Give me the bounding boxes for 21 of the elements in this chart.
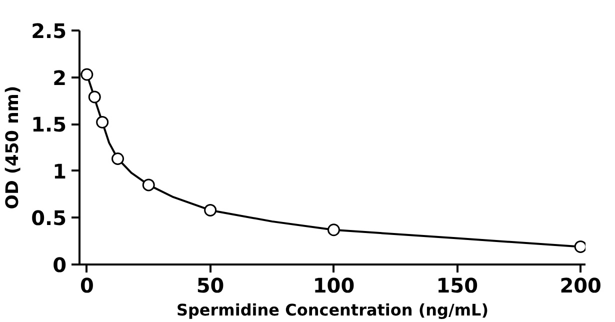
- x-axis-title: Spermidine Concentration (ng/mL): [176, 300, 489, 320]
- point: [88, 90, 101, 104]
- x-tick-label: 150: [436, 274, 478, 298]
- y-tick-label: 0.5: [31, 206, 67, 230]
- point: [80, 68, 94, 81]
- y-tick-label: 2: [52, 66, 67, 90]
- x-tick-label: 200: [560, 274, 602, 298]
- point: [327, 224, 340, 236]
- point: [112, 152, 124, 165]
- point: [204, 204, 217, 216]
- x-tick-label: 0: [80, 274, 94, 298]
- y-tick-label: 1: [52, 159, 67, 184]
- y-tick-label: 2.5: [31, 19, 67, 43]
- y-tick-label: 1.5: [31, 112, 67, 137]
- y-axis-title: OD (450 nm): [3, 86, 24, 210]
- y-tick-label: 0: [52, 253, 67, 277]
- x-tick-label: 50: [196, 274, 224, 298]
- x-tick-label: 100: [312, 274, 355, 298]
- point: [142, 178, 155, 192]
- point: [96, 116, 109, 128]
- point: [574, 240, 586, 253]
